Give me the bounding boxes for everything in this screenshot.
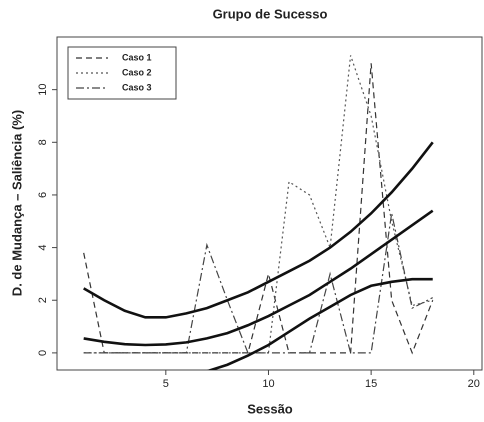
plot-frame <box>56 36 483 371</box>
y-tick-label: 8 <box>37 139 49 145</box>
fitted-curve <box>83 209 434 347</box>
series-line <box>83 213 433 354</box>
y-tick-label: 10 <box>37 84 49 96</box>
legend-label: Caso 3 <box>122 82 152 92</box>
fitted-curve <box>83 141 434 319</box>
y-tick-label: 0 <box>37 350 49 356</box>
y-tick-label: 2 <box>37 297 49 303</box>
y-axis-label: D. de Mudança – Saliência (%) <box>9 110 24 296</box>
x-tick-label: 15 <box>365 378 377 390</box>
x-tick-label: 20 <box>468 378 480 390</box>
series-line <box>83 63 434 355</box>
chart-title: Grupo de Sucesso <box>213 6 328 21</box>
plot-area <box>83 55 434 370</box>
x-axis-label: Sessão <box>247 401 293 416</box>
y-tick-label: 6 <box>37 192 49 198</box>
legend-label: Caso 1 <box>122 52 152 62</box>
fitted-curve <box>206 277 433 370</box>
y-tick-label: 4 <box>37 245 49 251</box>
x-tick-label: 10 <box>262 378 274 390</box>
legend-label: Caso 2 <box>122 67 152 77</box>
x-tick-label: 5 <box>163 378 169 390</box>
